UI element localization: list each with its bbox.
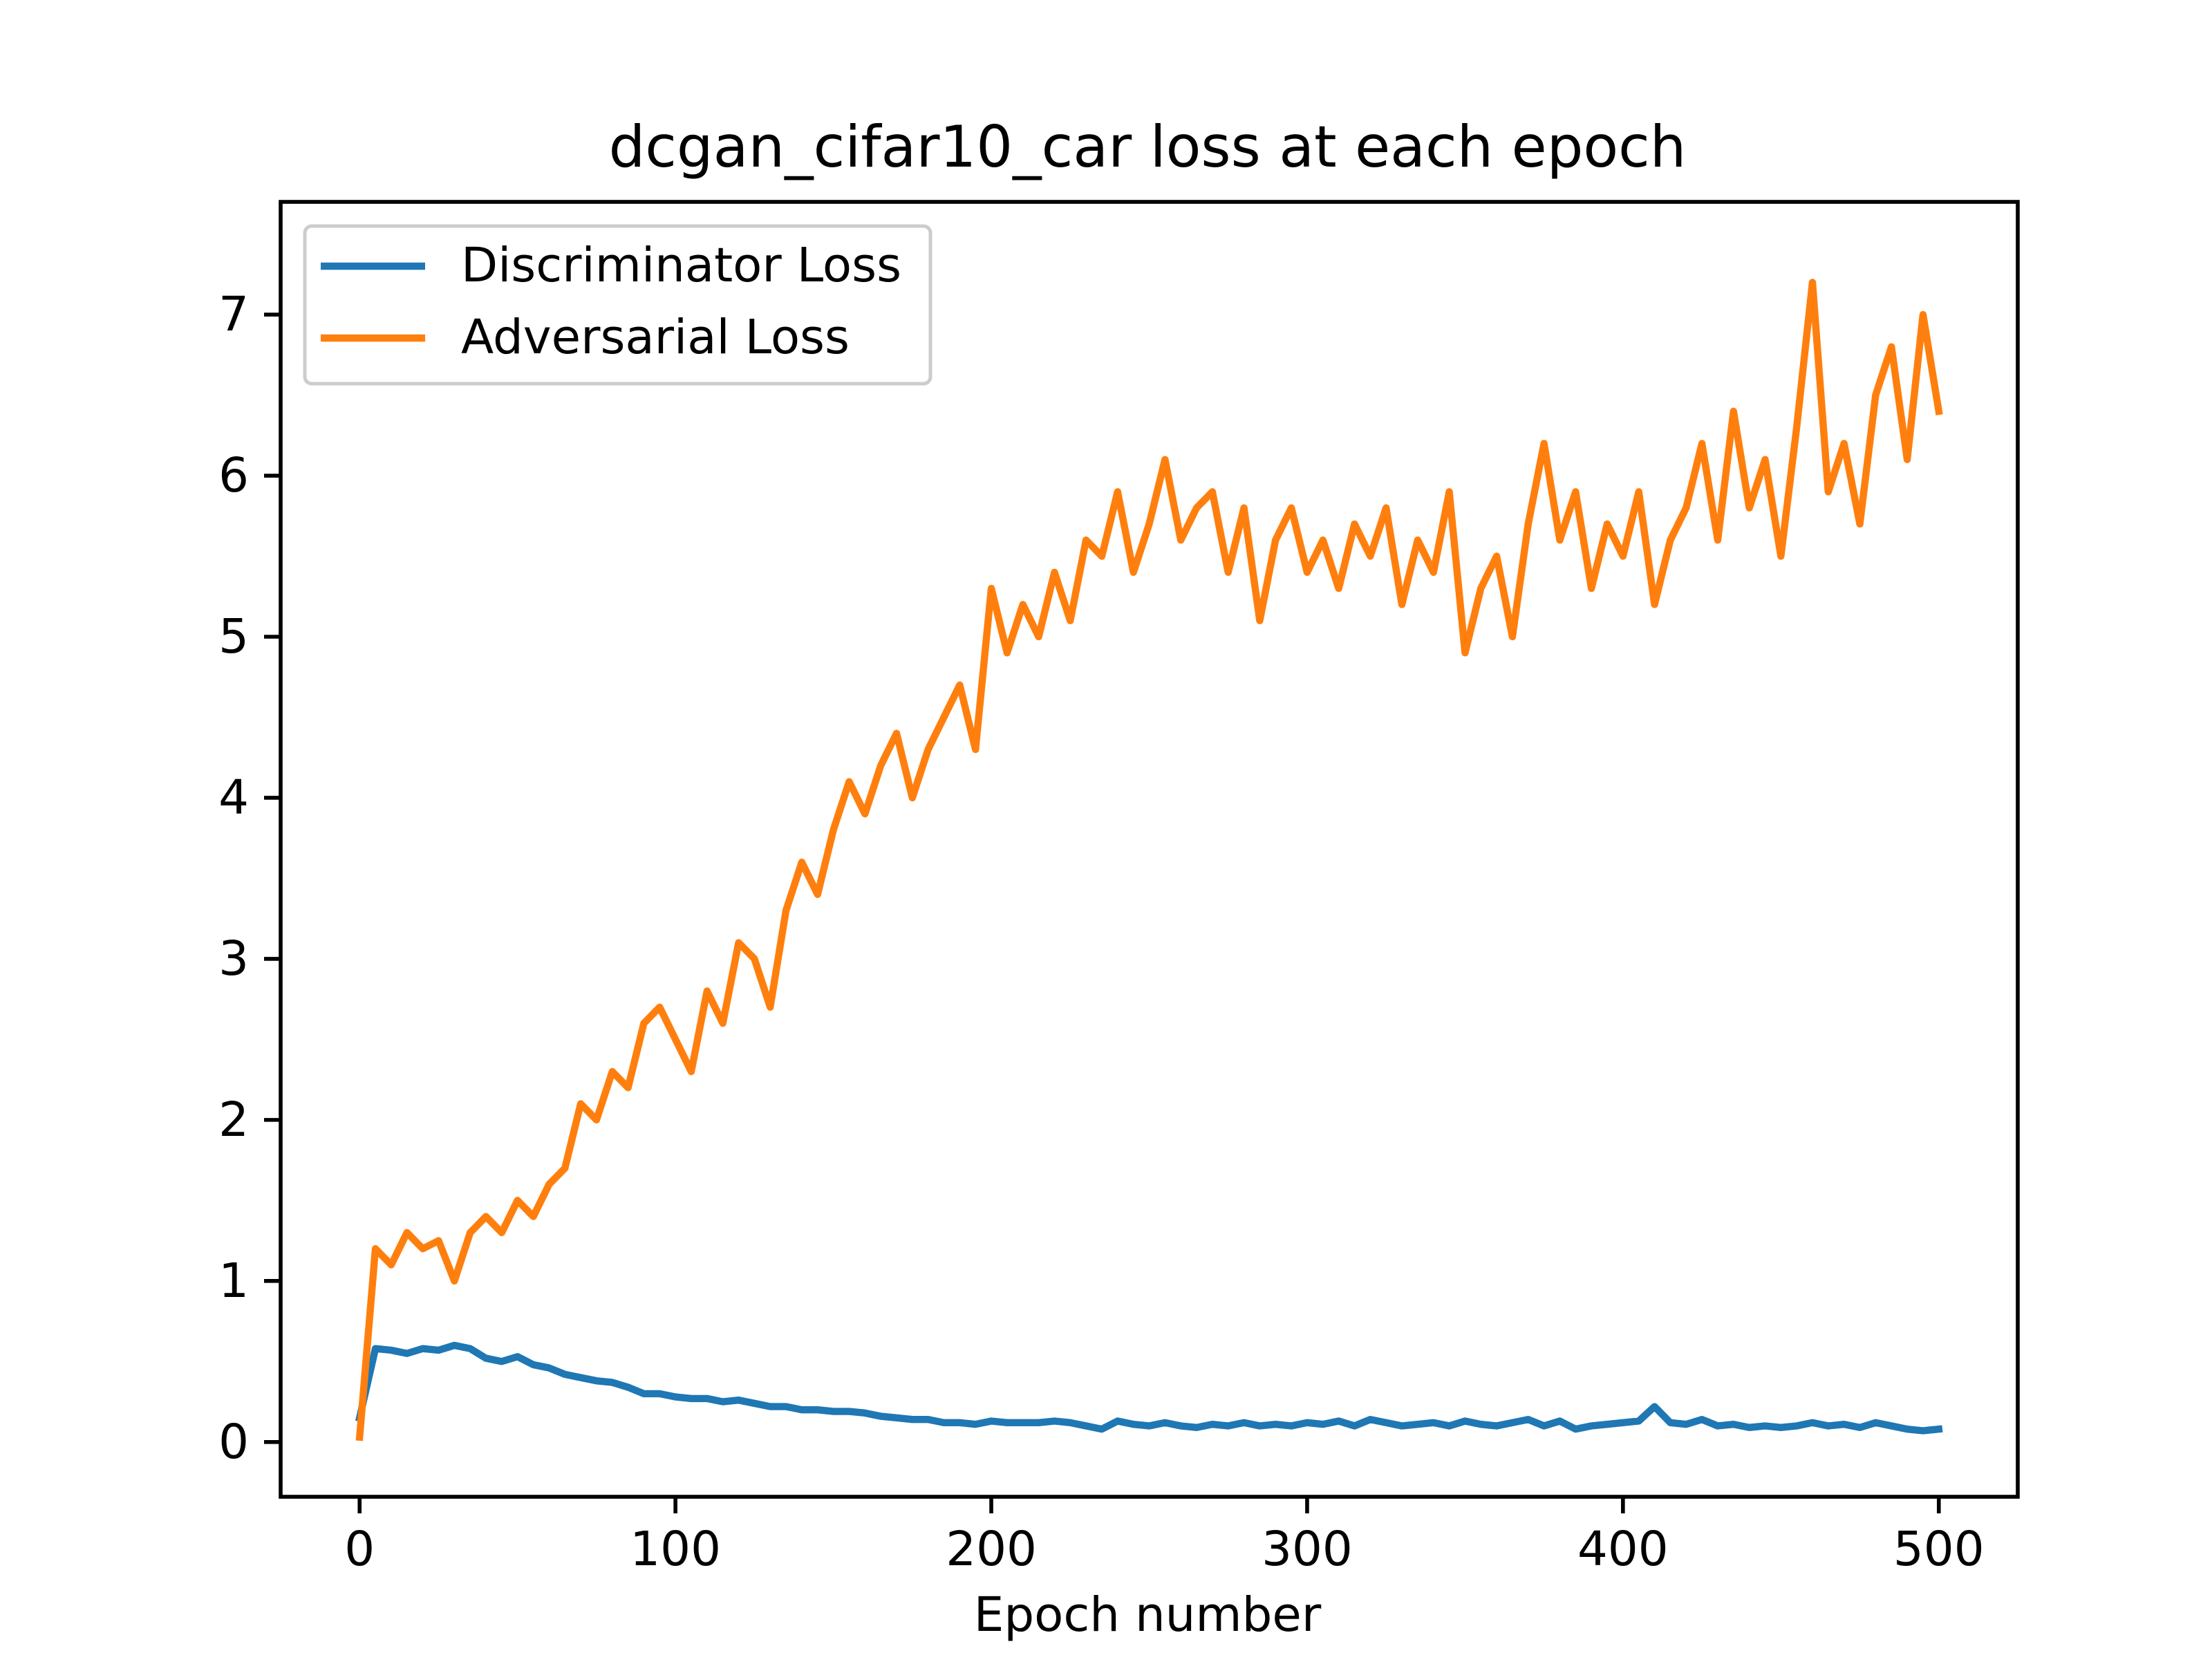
y-tick-label: 3 xyxy=(218,931,249,987)
y-tick-label: 5 xyxy=(218,609,249,664)
x-tick-label: 400 xyxy=(1577,1522,1669,1577)
y-tick-label: 4 xyxy=(218,770,249,825)
legend-label: Adversarial Loss xyxy=(461,310,850,365)
x-tick-label: 500 xyxy=(1893,1522,1985,1577)
x-tick-label: 200 xyxy=(946,1522,1037,1577)
y-tick-label: 7 xyxy=(218,287,249,342)
x-tick-label: 100 xyxy=(630,1522,721,1577)
series-line xyxy=(355,279,1943,1441)
legend-label: Discriminator Loss xyxy=(461,238,901,293)
y-tick-label: 0 xyxy=(218,1414,249,1470)
y-tick-label: 2 xyxy=(218,1092,249,1148)
x-tick-label: 300 xyxy=(1262,1522,1353,1577)
chart-title: dcgan_cifar10_car loss at each epoch xyxy=(609,113,1687,180)
x-axis-label: Epoch number xyxy=(974,1587,1322,1643)
legend-box xyxy=(303,224,932,386)
y-tick-label: 1 xyxy=(218,1253,249,1309)
series-line xyxy=(355,1341,1943,1435)
plot-frame xyxy=(279,200,2020,1499)
y-tick-label: 6 xyxy=(218,448,249,503)
x-tick-label: 0 xyxy=(344,1522,375,1577)
